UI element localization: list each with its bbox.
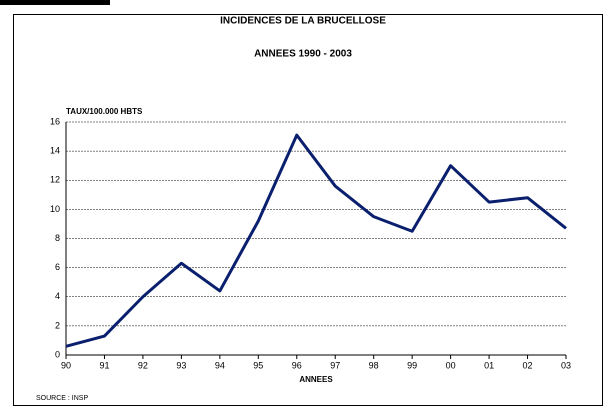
x-tick-label: 97 xyxy=(330,360,340,370)
data-line xyxy=(65,133,567,348)
y-tick-label: 16 xyxy=(50,116,60,126)
frame xyxy=(13,14,603,406)
chart-title: INCIDENCES DE LA BRUCELLOSE xyxy=(220,16,386,27)
y-tick-label: 8 xyxy=(55,233,60,243)
x-tick-label: 01 xyxy=(484,360,494,370)
x-axis-label: ANNEES xyxy=(299,375,333,384)
x-tick-label: 99 xyxy=(407,360,417,370)
x-tick-label: 91 xyxy=(99,360,109,370)
y-tick-label: 10 xyxy=(50,204,60,214)
x-tick-label: 96 xyxy=(292,360,302,370)
x-tick-label: 93 xyxy=(176,360,186,370)
x-tick-label: 94 xyxy=(215,360,225,370)
y-tick-label: 0 xyxy=(55,349,60,359)
header-bar xyxy=(0,0,110,5)
x-tick-label: 02 xyxy=(523,360,533,370)
y-tick-label: 4 xyxy=(55,291,60,301)
source: SOURCE : INSP xyxy=(36,395,88,402)
x-tick-label: 00 xyxy=(446,360,456,370)
y-tick-label: 14 xyxy=(50,146,60,156)
x-tick-label: 98 xyxy=(369,360,379,370)
y-tick-label: 2 xyxy=(55,320,60,330)
x-tick-label: 90 xyxy=(61,360,71,370)
x-tick-label: 92 xyxy=(138,360,148,370)
y-tick-label: 6 xyxy=(55,262,60,272)
chart-subtitle: ANNEES 1990 - 2003 xyxy=(254,49,352,60)
y-axis-label: TAUX/100.000 HBTS xyxy=(66,107,143,116)
x-tick-label: 95 xyxy=(253,360,263,370)
y-tick-label: 12 xyxy=(50,175,60,185)
x-tick-label: 03 xyxy=(561,360,571,370)
